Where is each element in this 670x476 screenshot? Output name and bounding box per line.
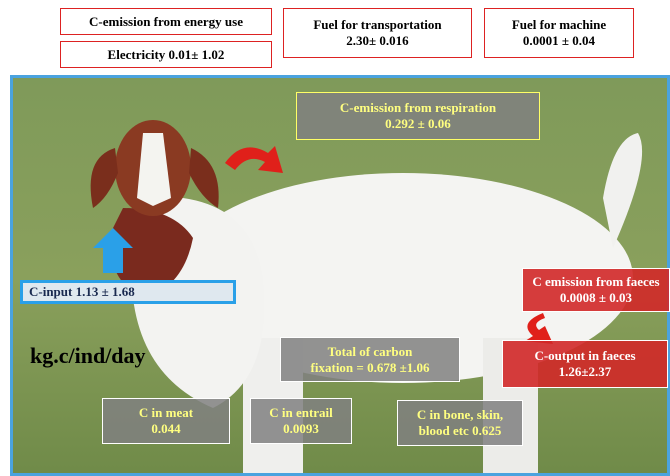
input-box: C-input 1.13 ± 1.68 [20,280,236,304]
label: C-emission from energy use [89,13,243,29]
value: 0.292 ± 0.06 [385,116,451,131]
label: Electricity 0.01± 1.02 [107,46,225,62]
respiration-arrow [225,146,283,173]
label: Fuel for transportation [313,17,442,32]
goat-body [173,173,633,383]
electricity-box: Electricity 0.01± 1.02 [60,41,272,68]
value: fixation = 0.678 ±1.06 [310,359,430,375]
transport-box: Fuel for transportation 2.30± 0.016 [283,8,472,58]
goat-blaze [137,133,171,206]
value: 0.0008 ± 0.03 [559,290,633,305]
value: 0.044 [151,421,181,436]
value: 0.0001 ± 0.04 [522,33,596,48]
value: 0.0093 [283,421,319,436]
value: blood etc 0.625 [418,423,502,438]
entrail-box: C in entrail 0.0093 [250,398,352,444]
goat-ear [90,148,118,208]
faeces-emission-box: C emission from faeces 0.0008 ± 0.03 [522,268,670,312]
label: C in entrail [269,405,333,420]
goat-neck-patch [111,208,193,298]
respiration-box: C-emission from respiration 0.292 ± 0.06 [296,92,540,140]
label: Total of carbon [327,343,413,359]
label: C in meat [138,405,194,420]
energy-box: C-emission from energy use [60,8,272,35]
label: C-output in faeces [534,348,636,363]
label: Fuel for machine [511,17,607,32]
faeces-arrow [525,313,553,344]
goat-tail [603,133,643,248]
goat-ear [189,148,219,208]
fixation-box: Total of carbon fixation = 0.678 ±1.06 [280,337,460,382]
label: C in bone, skin, [416,407,504,422]
value: 2.30± 0.016 [346,33,409,48]
unit-label: kg.c/ind/day [30,343,146,368]
label: C emission from faeces [532,274,660,289]
faeces-output-box: C-output in faeces 1.26±2.37 [502,340,668,388]
value: 1.26±2.37 [558,364,612,379]
bone-box: C in bone, skin, blood etc 0.625 [397,400,523,446]
meat-box: C in meat 0.044 [102,398,230,444]
machine-box: Fuel for machine 0.0001 ± 0.04 [484,8,634,58]
label: C-emission from respiration [339,100,497,115]
label: C-input 1.13 ± 1.68 [29,284,135,299]
input-arrow [93,228,133,273]
